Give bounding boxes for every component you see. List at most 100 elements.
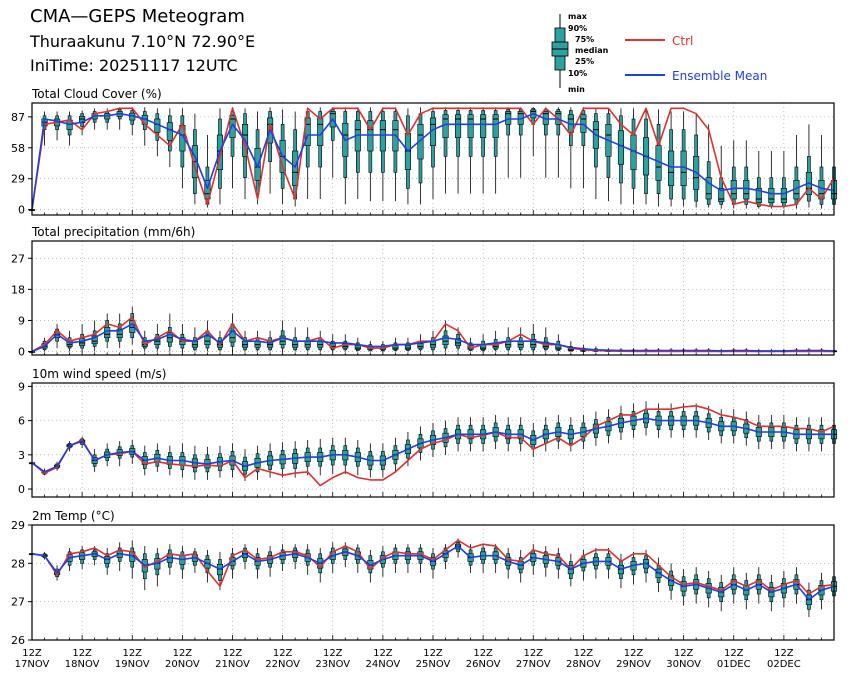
x-hour-label: 12Z (323, 648, 343, 659)
box-34 (455, 107, 462, 194)
x-hour-label: 12Z (373, 648, 393, 659)
box-inner (116, 328, 123, 339)
box-inner (229, 114, 236, 138)
y-tick-label: 0 (18, 483, 25, 496)
box-inner (617, 130, 625, 165)
y-tick-label: 28 (11, 557, 25, 570)
box-2 (54, 111, 61, 141)
box-23 (317, 107, 324, 199)
box-27 (367, 107, 374, 202)
box-30 (404, 108, 411, 205)
box-inner (668, 150, 675, 186)
box-6 (104, 548, 111, 575)
box-38 (505, 107, 512, 178)
box-37 (492, 330, 499, 352)
box-55 (718, 574, 725, 612)
box-inner (166, 122, 173, 141)
box-44 (580, 107, 587, 189)
mean-line (31, 112, 835, 210)
y-tick-label: 87 (11, 111, 25, 124)
box-inner (204, 335, 211, 345)
box-inner (555, 111, 562, 125)
legend-label-min: min (568, 85, 585, 94)
location-label: Thuraakunu 7.10°N 72.90°E (30, 32, 256, 51)
box-51 (668, 111, 675, 207)
x-axis: 12Z17NOV12Z18NOV12Z19NOV12Z20NOV12Z21NOV… (15, 648, 801, 670)
panel-title: Total precipitation (mm/6h) (31, 225, 195, 239)
box-16 (229, 313, 236, 352)
x-date-label: 02DEC (767, 659, 801, 670)
legend-label-p10: 10% (568, 69, 587, 78)
y-tick-label: 9 (18, 314, 25, 327)
box-inner (404, 345, 411, 350)
box-45 (592, 548, 599, 579)
x-hour-label: 12Z (22, 648, 42, 659)
box-11 (166, 544, 173, 575)
x-date-label: 25NOV (416, 659, 451, 670)
box-inner (292, 150, 299, 186)
box-21 (292, 544, 299, 570)
box-inner (780, 188, 787, 204)
x-hour-label: 12Z (473, 648, 493, 659)
box-19 (267, 546, 274, 577)
panels: Total Cloud Cover (%) 0 29 58 87 Total precip… (11, 87, 838, 647)
box-10 (154, 108, 161, 157)
box-52 (680, 111, 687, 207)
x-date-label: 30NOV (666, 659, 701, 670)
legend-label-p90: 90% (568, 24, 587, 33)
box-39 (517, 549, 524, 583)
box-14 (204, 549, 211, 583)
box-29 (392, 544, 399, 573)
box-16 (229, 107, 236, 189)
box-21 (292, 327, 299, 352)
box-inner (730, 180, 737, 200)
y-tick-label: 9 (18, 380, 25, 393)
legend-label-p25: 25% (575, 57, 594, 66)
x-hour-label: 12Z (72, 648, 92, 659)
x-hour-label: 12Z (574, 648, 594, 659)
box-48 (630, 551, 637, 585)
y-tick-label: 26 (11, 634, 25, 647)
legend-label-median: median (575, 46, 609, 55)
box-24 (329, 107, 336, 178)
y-tick-label: 27 (11, 596, 25, 609)
box-inner (705, 177, 712, 200)
box-11 (166, 313, 173, 352)
box-5 (91, 108, 98, 130)
box-12 (179, 108, 186, 189)
x-hour-label: 12Z (122, 648, 142, 659)
box-20 (279, 544, 286, 571)
box-59 (768, 151, 775, 209)
box-inner (354, 345, 361, 350)
box-7 (116, 542, 123, 571)
box-41 (542, 327, 549, 352)
box-32 (429, 548, 437, 579)
x-hour-label: 12Z (724, 648, 744, 659)
box-45 (592, 108, 599, 199)
box-26 (354, 544, 361, 573)
panel-2: 10m wind speed (m/s) 0 3 6 9 (18, 367, 838, 498)
x-hour-label: 12Z (223, 648, 243, 659)
box-50 (655, 109, 662, 207)
box-36 (480, 544, 487, 573)
box-31 (417, 107, 424, 205)
x-hour-label: 12Z (273, 648, 293, 659)
box-19 (267, 107, 274, 194)
box-48 (630, 108, 637, 205)
box-inner (442, 335, 449, 345)
box-25 (342, 107, 349, 205)
box-46 (605, 108, 612, 202)
box-37 (492, 107, 499, 194)
x-hour-label: 12Z (173, 648, 193, 659)
box-12 (179, 546, 186, 579)
box-57 (743, 572, 750, 610)
x-hour-label: 12Z (674, 648, 694, 659)
legend: max 90% 75% median 25% 10% min Ctrl Ense… (551, 12, 767, 94)
box-12 (179, 323, 186, 352)
x-date-label: 29NOV (616, 659, 651, 670)
box-inner (492, 114, 499, 138)
mean-line (31, 323, 835, 353)
box-28 (379, 107, 386, 202)
box-3 (66, 111, 73, 146)
